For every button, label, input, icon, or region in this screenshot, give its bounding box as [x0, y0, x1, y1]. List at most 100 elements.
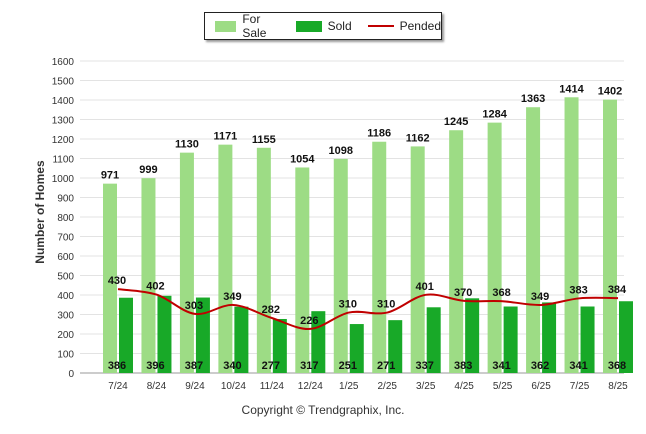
legend: For Sale Sold Pended: [204, 12, 442, 40]
for-sale-bar: [141, 178, 156, 373]
sold-bar: [388, 320, 403, 373]
for-sale-bar: [218, 144, 233, 373]
sold-data-label: 387: [185, 360, 203, 372]
for-sale-bar: [564, 97, 579, 374]
legend-item-pended: Pended: [367, 19, 441, 33]
for-sale-bar: [449, 130, 464, 373]
y-tick-label: 100: [57, 350, 74, 361]
x-tick-label: 12/24: [298, 381, 323, 392]
legend-label-sold: Sold: [327, 19, 352, 33]
for-sale-data-label: 1186: [367, 128, 391, 140]
sold-bar: [349, 324, 364, 373]
for-sale-bar: [103, 183, 117, 373]
for-sale-bar: [603, 99, 617, 374]
for-sale-bar: [372, 141, 387, 373]
sold-bar: [580, 306, 595, 373]
copyright-footer: Copyright © Trendgraphix, Inc.: [241, 403, 405, 417]
pended-data-label: 430: [108, 275, 126, 287]
legend-label-for-sale: For Sale: [242, 12, 267, 40]
x-tick-label: 8/24: [147, 381, 167, 392]
y-tick-label: 0: [68, 369, 74, 380]
sold-data-label: 277: [262, 360, 280, 372]
sold-data-label: 340: [223, 360, 241, 372]
for-sale-data-label: 1054: [290, 153, 315, 165]
y-tick-label: 1100: [52, 155, 74, 166]
y-tick-label: 1300: [52, 116, 75, 127]
for-sale-bar: [410, 146, 425, 373]
x-tick-label: 6/25: [531, 381, 551, 392]
sold-bar: [195, 297, 210, 373]
pended-data-label: 368: [492, 287, 510, 299]
pended-data-label: 383: [569, 284, 587, 296]
for-sale-data-label: 1155: [252, 134, 276, 146]
sold-bar: [234, 306, 249, 373]
sold-data-label: 383: [454, 360, 472, 372]
x-tick-label: 11/24: [260, 381, 285, 392]
for-sale-bar: [526, 107, 541, 373]
pended-swatch: [367, 25, 394, 27]
for-sale-data-label: 1098: [329, 145, 353, 157]
y-tick-label: 700: [57, 233, 74, 244]
pended-data-label: 310: [377, 299, 395, 311]
sold-bar: [272, 318, 287, 373]
sold-bar: [426, 307, 441, 373]
sold-data-label: 368: [608, 360, 626, 372]
y-tick-label: 400: [57, 291, 74, 302]
for-sale-data-label: 1130: [175, 139, 199, 151]
for-sale-data-label: 1245: [444, 116, 468, 128]
sold-bar: [542, 302, 557, 373]
y-tick-label: 200: [57, 330, 74, 341]
x-tick-label: 4/25: [454, 381, 474, 392]
y-tick-label: 1600: [52, 57, 75, 68]
y-tick-label: 300: [57, 311, 74, 322]
y-tick-label: 1400: [52, 96, 75, 107]
for-sale-bar: [256, 147, 271, 373]
sold-bar: [619, 301, 633, 373]
x-tick-label: 10/24: [221, 381, 246, 392]
for-sale-data-label: 1171: [213, 131, 237, 143]
x-tick-label: 5/25: [493, 381, 513, 392]
x-tick-label: 9/24: [185, 381, 205, 392]
x-tick-label: 1/25: [339, 381, 359, 392]
pended-data-label: 282: [262, 304, 280, 316]
x-tick-label: 8/25: [608, 381, 628, 392]
sold-bar: [311, 311, 326, 373]
for-sale-data-label: 1402: [598, 86, 622, 98]
for-sale-swatch: [215, 20, 237, 32]
pended-data-label: 402: [146, 281, 164, 293]
y-axis-title: Number of Homes: [33, 160, 47, 264]
y-tick-label: 1500: [52, 77, 75, 88]
sold-data-label: 271: [377, 360, 395, 372]
for-sale-data-label: 1162: [406, 132, 430, 144]
sold-data-label: 341: [492, 360, 510, 372]
pended-data-label: 226: [300, 315, 318, 327]
y-tick-label: 1000: [52, 174, 75, 185]
sold-data-label: 396: [146, 360, 164, 372]
for-sale-data-label: 1414: [559, 83, 584, 95]
for-sale-data-label: 1284: [482, 109, 507, 121]
for-sale-bar: [487, 122, 502, 374]
sold-bar: [465, 298, 480, 373]
sold-data-label: 317: [300, 360, 318, 372]
y-tick-label: 900: [57, 194, 74, 205]
pended-data-label: 310: [339, 299, 357, 311]
sold-data-label: 341: [569, 360, 587, 372]
for-sale-bar: [333, 158, 348, 373]
x-tick-label: 7/24: [108, 381, 128, 392]
pended-line: [117, 288, 619, 330]
pended-data-label: 384: [608, 284, 627, 296]
y-tick-label: 600: [57, 252, 74, 263]
sold-data-label: 337: [416, 360, 434, 372]
sold-data-label: 386: [108, 360, 126, 372]
sold-data-label: 362: [531, 360, 549, 372]
legend-item-sold: Sold: [295, 19, 352, 33]
legend-label-pended: Pended: [399, 19, 441, 33]
sold-swatch: [295, 20, 322, 32]
sold-bar: [119, 297, 133, 373]
sold-data-label: 251: [339, 360, 357, 372]
pended-data-label: 370: [454, 287, 472, 299]
for-sale-data-label: 999: [139, 164, 157, 176]
x-tick-label: 3/25: [416, 381, 436, 392]
for-sale-data-label: 1363: [521, 93, 545, 105]
